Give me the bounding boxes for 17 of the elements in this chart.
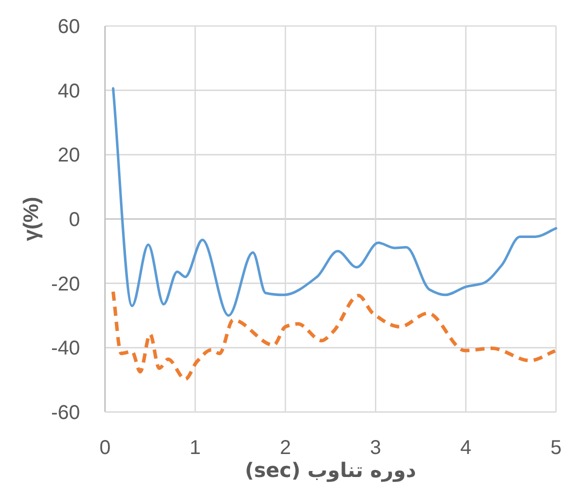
y-tick-label: -20 [51, 273, 80, 296]
x-tick-label: 1 [190, 437, 201, 459]
line-series [111, 290, 557, 381]
line-series [112, 87, 558, 317]
y-tick-label: 60 [58, 16, 80, 38]
x-tick-label: 0 [99, 437, 111, 459]
x-tick-label: 3 [370, 437, 382, 459]
x-tick-label: 5 [550, 437, 562, 459]
y-tick-label: 0 [68, 209, 80, 231]
x-tick-label: 4 [460, 437, 472, 459]
y-tick-label: -60 [51, 402, 80, 424]
y-tick-label: -40 [51, 338, 80, 360]
y-axis-title: γ(%) [20, 196, 43, 242]
y-tick-label: 40 [58, 80, 80, 102]
y-tick-label: 20 [58, 144, 80, 167]
x-tick-label: 2 [280, 437, 291, 459]
x-axis-title: دوره تناوب (sec) [244, 458, 418, 482]
